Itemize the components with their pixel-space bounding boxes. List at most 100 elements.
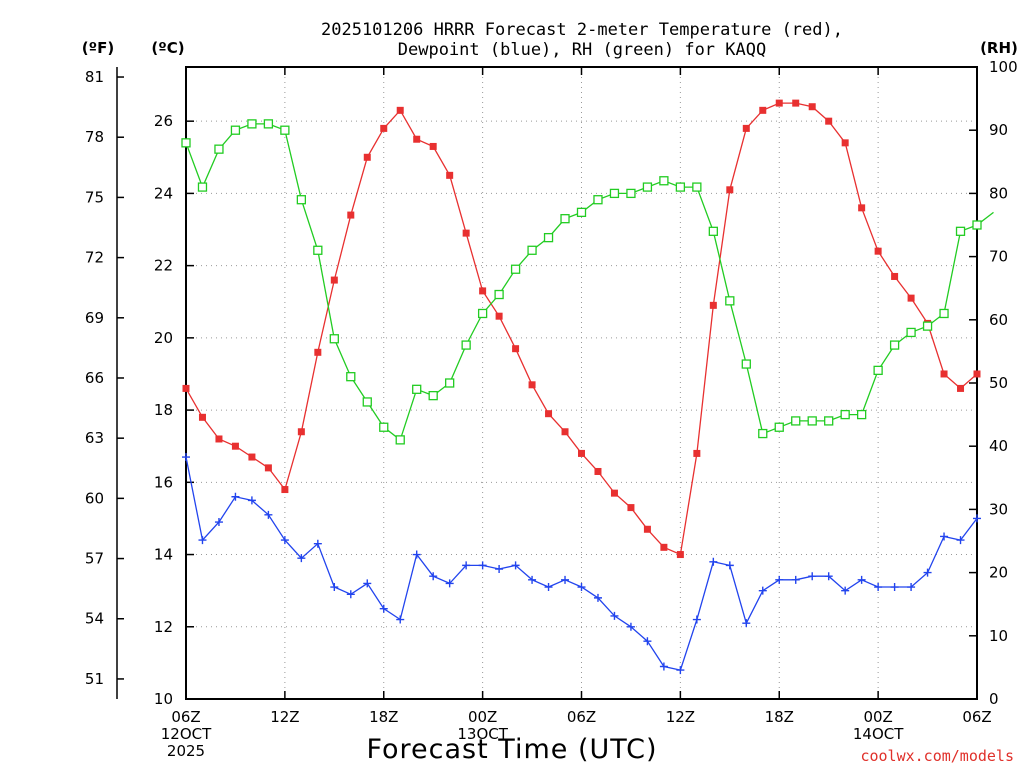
data-point — [446, 171, 454, 179]
data-point — [676, 666, 685, 675]
x-tick-label: 12Z — [270, 708, 299, 726]
data-point — [692, 615, 701, 624]
data-point — [313, 245, 323, 255]
x-tick-label: 12Z — [666, 708, 695, 726]
data-point — [197, 182, 208, 192]
data-point — [708, 226, 718, 236]
data-point — [758, 428, 768, 439]
data-point — [330, 583, 339, 592]
data-point — [396, 106, 404, 114]
data-point — [413, 135, 421, 143]
data-point — [494, 289, 504, 300]
data-point — [363, 153, 371, 161]
data-point — [478, 561, 487, 570]
data-point — [428, 390, 438, 401]
data-point — [313, 539, 322, 548]
rh-tick-label: 50 — [989, 374, 1008, 392]
data-point — [280, 125, 290, 135]
celsius-tick-label: 26 — [154, 112, 173, 130]
data-point — [973, 370, 981, 378]
data-point — [247, 119, 257, 129]
data-point — [973, 514, 981, 523]
rh-tick-label: 90 — [989, 121, 1008, 139]
data-point — [841, 586, 850, 595]
data-point — [297, 428, 305, 436]
x-tick-label: 14OCT — [853, 725, 904, 743]
series-2-meter-temperature — [182, 99, 981, 559]
data-point — [396, 615, 405, 624]
data-point — [544, 583, 553, 592]
x-tick-label: 18Z — [369, 708, 398, 726]
data-point — [825, 117, 833, 125]
celsius-unit-label: (ºC) — [151, 39, 184, 57]
data-point — [429, 142, 437, 150]
data-point — [560, 214, 570, 224]
data-point — [907, 294, 915, 302]
data-point — [264, 510, 273, 519]
data-point — [363, 579, 372, 588]
data-point — [576, 207, 587, 218]
x-tick-label: 06Z — [171, 708, 200, 726]
data-point — [248, 453, 256, 461]
data-point — [578, 449, 585, 457]
x-tick-label: 00Z — [863, 708, 892, 726]
chart-title-line-2: Dewpoint (blue), RH (green) for KAQQ — [398, 40, 766, 60]
fahrenheit-tick-label: 51 — [85, 670, 104, 688]
data-point — [741, 359, 751, 369]
grid — [186, 67, 977, 700]
data-point — [857, 575, 866, 584]
rh-tick-label: 30 — [989, 500, 1008, 518]
data-point — [231, 442, 239, 450]
data-point — [543, 232, 554, 243]
data-point — [231, 492, 240, 501]
data-point — [346, 372, 356, 382]
data-point — [742, 124, 750, 132]
x-tick-label: 12OCT — [161, 725, 212, 743]
fahrenheit-tick-label: 81 — [85, 68, 104, 86]
chart-title-line-1: 2025101206 HRRR Forecast 2-meter Tempera… — [321, 20, 843, 40]
data-point — [643, 637, 652, 646]
rh-tick-label: 20 — [989, 564, 1008, 582]
celsius-tick-label: 16 — [154, 473, 173, 491]
data-point — [380, 124, 388, 132]
data-point — [429, 572, 438, 581]
data-point — [512, 345, 520, 353]
data-point — [956, 536, 965, 545]
data-point — [807, 416, 817, 426]
data-point — [642, 182, 653, 192]
data-point — [379, 422, 389, 432]
data-point — [889, 340, 900, 350]
data-point — [774, 422, 784, 432]
x-tick-label: 00Z — [468, 708, 497, 726]
watermark-text: coolwx.com/models — [860, 747, 1014, 765]
data-point — [675, 182, 686, 192]
data-point — [873, 365, 883, 376]
data-point — [759, 106, 767, 114]
data-point — [906, 327, 916, 338]
data-point — [907, 583, 916, 592]
celsius-tick-label: 10 — [154, 690, 173, 708]
rh-tick-label: 80 — [989, 184, 1008, 202]
fahrenheit-tick-label: 60 — [85, 489, 104, 507]
data-point — [296, 195, 307, 205]
data-point — [263, 119, 274, 129]
fahrenheit-unit-label: (ºF) — [82, 39, 114, 57]
data-point — [182, 384, 190, 392]
data-point — [709, 301, 717, 309]
data-point — [462, 229, 470, 237]
fahrenheit-tick-label: 63 — [85, 429, 104, 447]
data-point — [775, 575, 784, 584]
rh-tick-label: 10 — [989, 627, 1008, 645]
data-point — [874, 247, 882, 255]
x-tick-label: 06Z — [567, 708, 596, 726]
fahrenheit-tick-label: 69 — [85, 309, 104, 327]
data-point — [955, 226, 966, 236]
data-point — [461, 340, 471, 350]
x-axis-title: Forecast Time (UTC) — [366, 734, 657, 765]
data-point — [742, 619, 751, 628]
data-point — [824, 572, 833, 581]
data-point — [314, 348, 322, 356]
data-point — [561, 575, 570, 584]
data-point — [922, 321, 933, 331]
